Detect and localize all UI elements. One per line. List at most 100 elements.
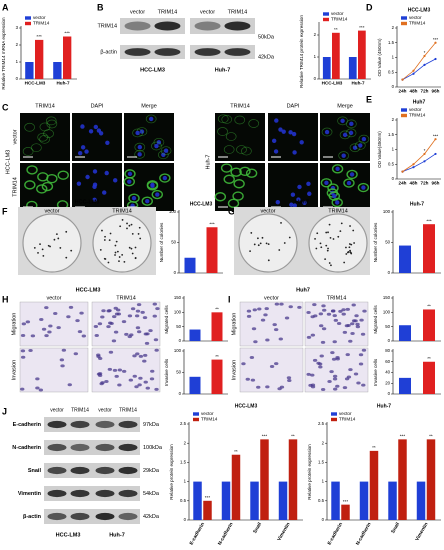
stained-cell bbox=[28, 349, 33, 353]
blot-band bbox=[224, 48, 251, 56]
stained-cell bbox=[342, 330, 348, 334]
stained-cell bbox=[361, 348, 367, 352]
colony bbox=[280, 222, 282, 224]
significance: ** bbox=[427, 356, 431, 361]
colony bbox=[114, 244, 117, 247]
stained-cell bbox=[135, 326, 141, 330]
x-tick-label: 96h bbox=[432, 89, 440, 94]
stained-cell bbox=[336, 322, 342, 326]
transwell-image bbox=[239, 347, 304, 393]
stained-cell bbox=[135, 309, 141, 313]
cell bbox=[358, 134, 370, 144]
cell bbox=[31, 143, 42, 153]
stained-cell bbox=[137, 383, 142, 387]
stained-cell bbox=[113, 306, 118, 310]
nucleus bbox=[92, 182, 98, 187]
chart-title: Huh-7 bbox=[410, 201, 424, 207]
x-tick-label: N-cadherin bbox=[355, 522, 373, 547]
transwell-image bbox=[91, 301, 161, 347]
colony bbox=[329, 236, 332, 239]
stained-cell bbox=[321, 327, 327, 331]
colony bbox=[326, 249, 329, 252]
stained-cell bbox=[138, 376, 143, 380]
nucleus bbox=[93, 124, 99, 130]
stained-cell bbox=[316, 361, 321, 365]
stained-cell bbox=[56, 326, 61, 330]
legend-label: vector bbox=[201, 411, 214, 416]
blot-strip bbox=[44, 463, 140, 478]
colony bbox=[327, 231, 329, 234]
cell bbox=[22, 147, 34, 156]
col-label: Merge bbox=[337, 103, 353, 109]
stained-cell bbox=[332, 374, 338, 378]
y-tick-label: 1 bbox=[16, 59, 19, 64]
legend-label: TRIM14 bbox=[409, 113, 426, 118]
colony bbox=[53, 238, 56, 241]
stained-cell bbox=[252, 308, 257, 312]
col-label: TRIM14 bbox=[112, 208, 132, 214]
legend-swatch bbox=[193, 412, 199, 416]
cell bbox=[321, 127, 333, 137]
colony bbox=[350, 243, 353, 246]
x-tick-label: Vimentin bbox=[414, 522, 429, 543]
stained-cell bbox=[351, 303, 356, 307]
y-tick-label: 1.5 bbox=[388, 40, 395, 45]
y-axis-label: Invasive cells bbox=[164, 358, 169, 386]
stained-cell bbox=[154, 348, 159, 352]
blot-band bbox=[224, 21, 251, 31]
nucleus bbox=[127, 179, 132, 184]
stained-cell bbox=[81, 334, 87, 338]
bar bbox=[398, 439, 407, 520]
stained-cell bbox=[142, 316, 148, 320]
nucleus bbox=[299, 140, 304, 145]
stained-cell bbox=[132, 374, 137, 378]
y-tick-label: 50 bbox=[385, 324, 390, 329]
cell bbox=[145, 114, 157, 124]
col-label: vector bbox=[264, 295, 279, 301]
stained-cell bbox=[93, 325, 99, 329]
stained-cell bbox=[77, 330, 83, 334]
cell bbox=[159, 173, 171, 183]
stained-cell bbox=[75, 319, 80, 323]
col-label: vector bbox=[98, 407, 112, 413]
y-tick-label: 100 bbox=[174, 348, 182, 353]
x-tick-label: 72h bbox=[421, 89, 429, 94]
y-tick-label: 0 bbox=[179, 338, 182, 343]
cell bbox=[338, 151, 350, 160]
stained-cell bbox=[112, 368, 118, 372]
cell bbox=[37, 172, 49, 182]
nucleus bbox=[302, 200, 307, 205]
y-tick-label: 0 bbox=[322, 517, 325, 522]
nucleus bbox=[102, 190, 107, 195]
y-axis-label: Migrated cells bbox=[164, 305, 169, 334]
nucleus bbox=[148, 116, 154, 122]
cell bbox=[24, 180, 36, 190]
point bbox=[434, 41, 437, 44]
y-tick-label: 150 bbox=[383, 295, 391, 300]
blot-band bbox=[154, 48, 181, 56]
cell bbox=[345, 128, 357, 138]
stained-cell bbox=[53, 312, 58, 316]
cell bbox=[141, 196, 153, 206]
panel-letter: H bbox=[2, 294, 9, 304]
cell bbox=[26, 165, 38, 175]
nucleus bbox=[92, 169, 98, 174]
stained-cell bbox=[274, 302, 280, 306]
stained-cell bbox=[310, 373, 315, 377]
colony bbox=[343, 261, 346, 264]
nucleus bbox=[105, 140, 110, 146]
micrograph bbox=[215, 113, 265, 161]
colony bbox=[121, 253, 124, 256]
panel-title: HCC-LM3 bbox=[76, 287, 101, 293]
stained-cell bbox=[331, 357, 337, 361]
stained-cell bbox=[256, 385, 261, 389]
nucleus bbox=[145, 198, 150, 204]
colony bbox=[65, 256, 68, 259]
legend-label: TRIM14 bbox=[331, 17, 348, 22]
stained-cell bbox=[44, 306, 49, 310]
significance: *** bbox=[36, 34, 42, 39]
kda-label: 100kDa bbox=[143, 445, 163, 451]
stained-cell bbox=[306, 372, 311, 376]
point bbox=[434, 57, 437, 61]
kda-label: 29kDa bbox=[143, 468, 160, 474]
